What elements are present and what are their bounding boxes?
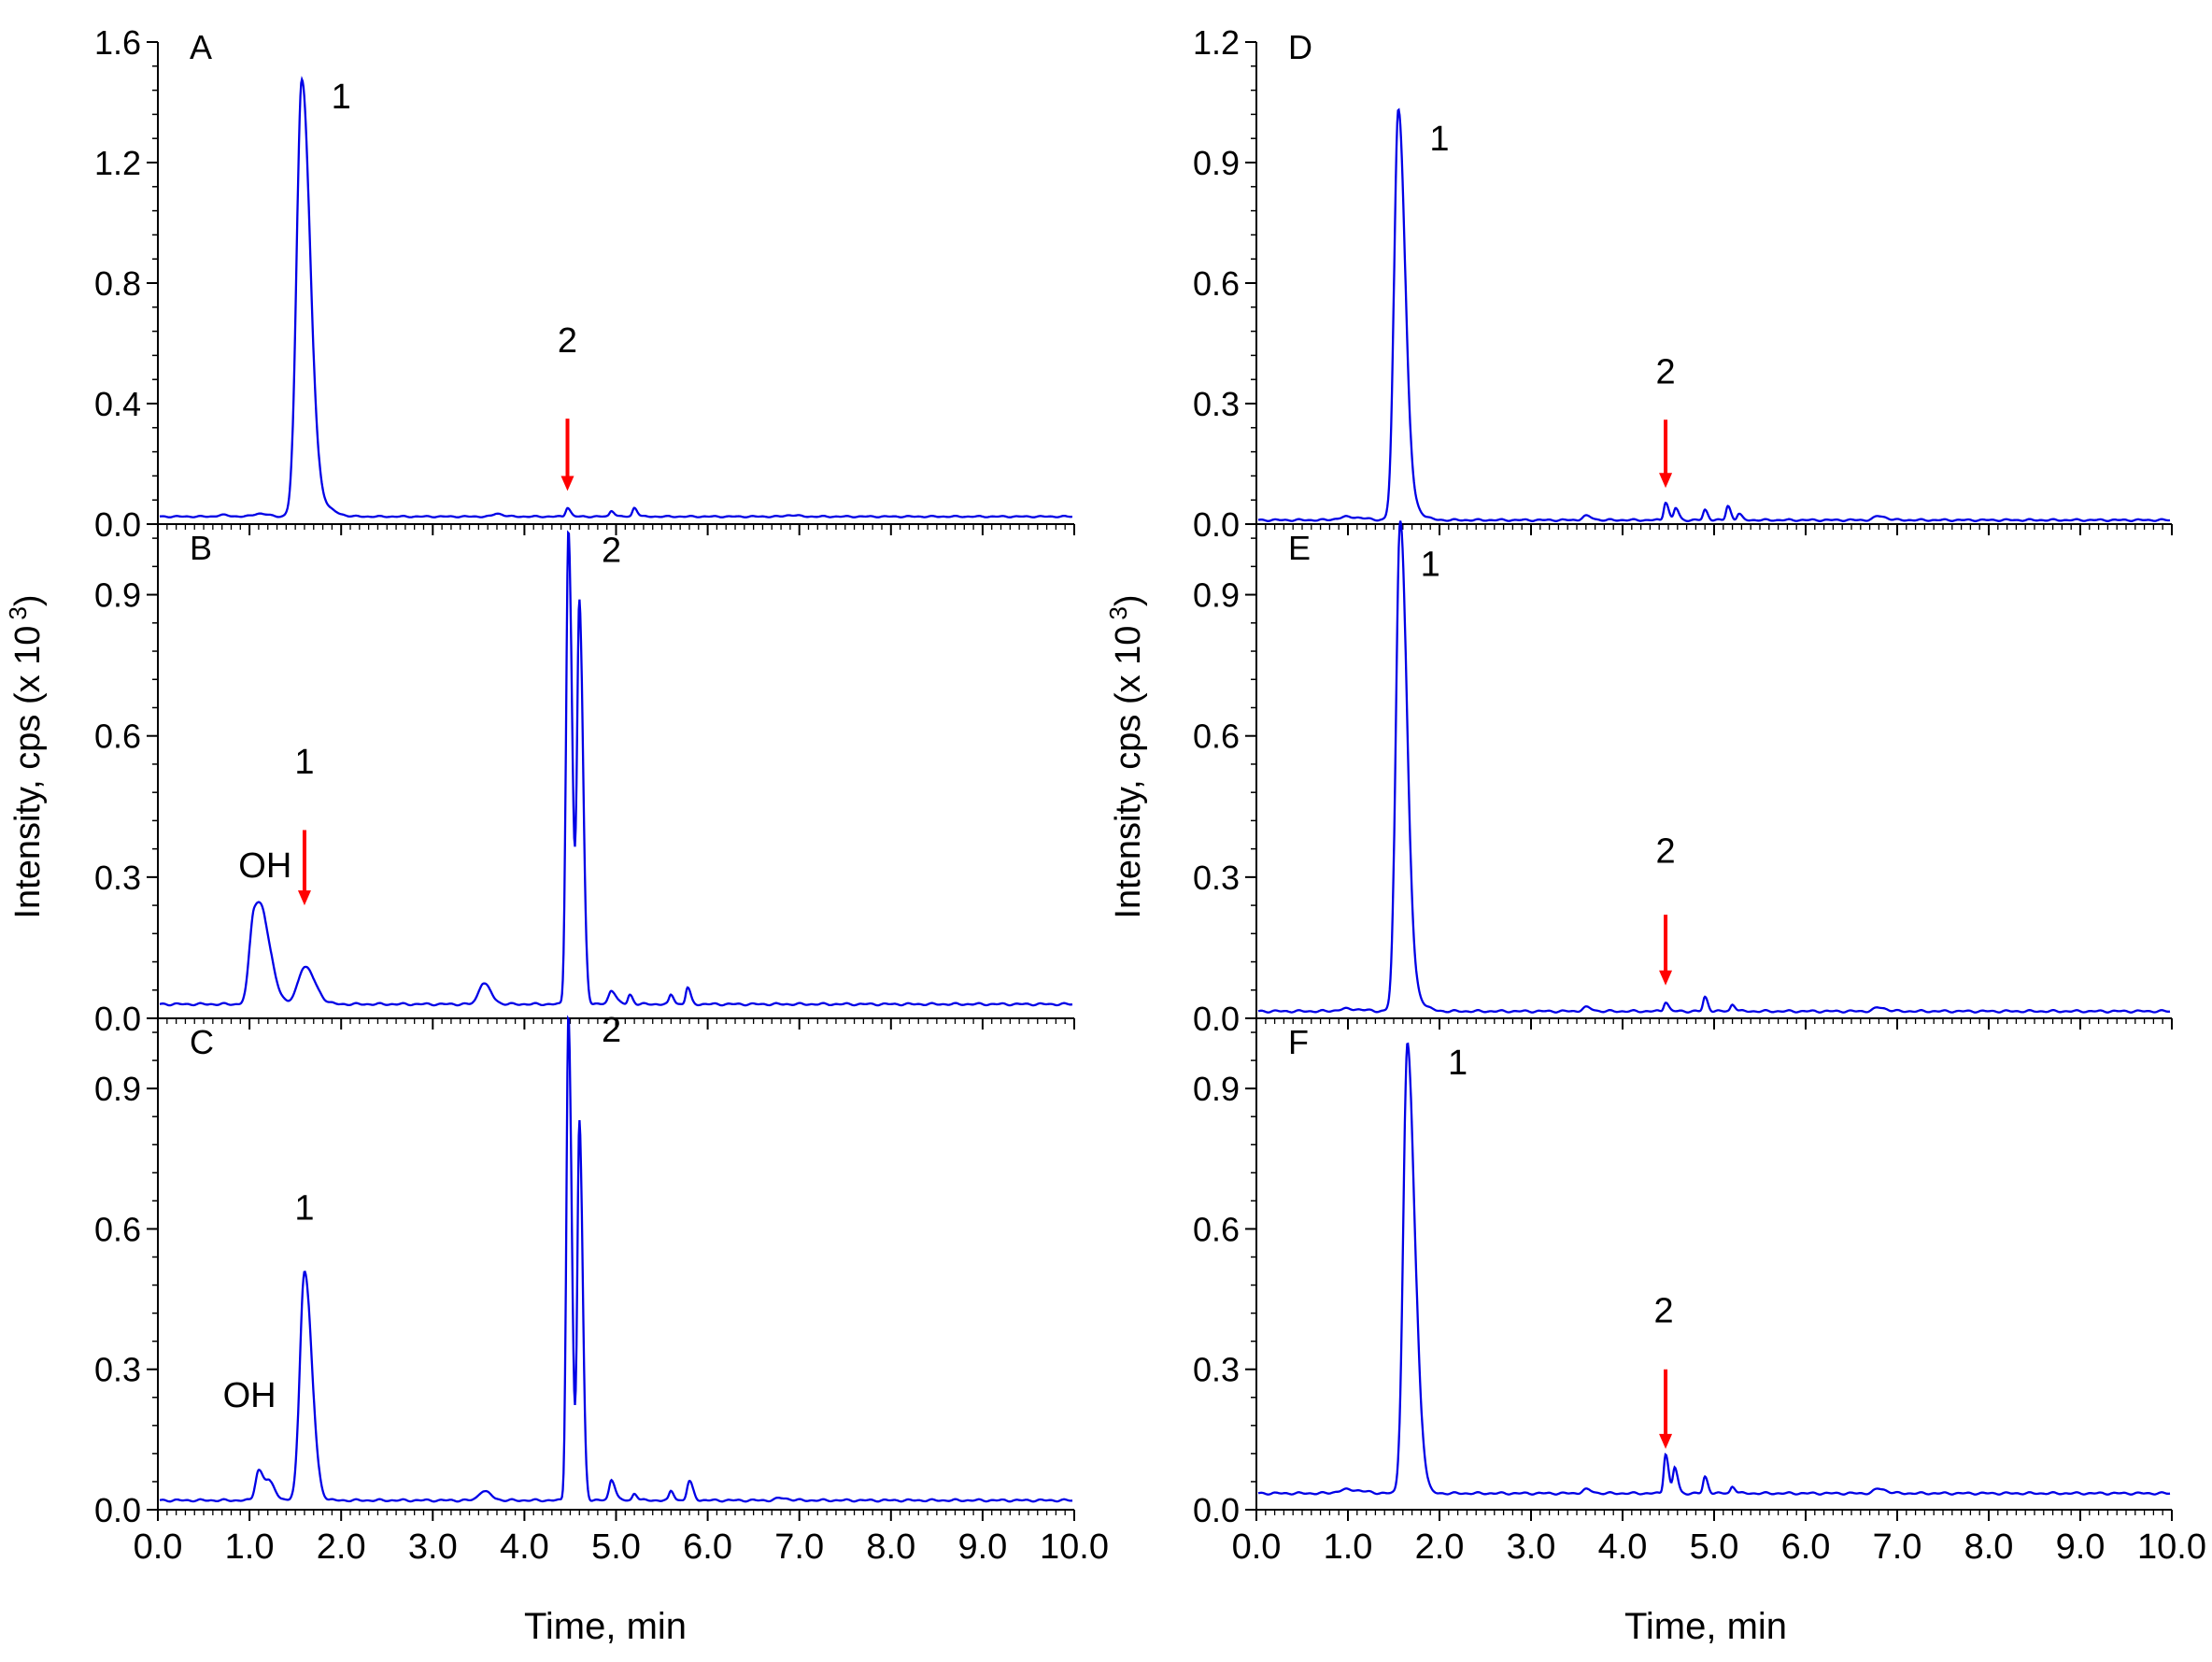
x-tick-label: 8.0	[866, 1527, 915, 1567]
x-tick-label: 4.0	[1598, 1527, 1648, 1567]
trace-line	[159, 76, 1072, 518]
y-tick-label: 0.0	[94, 505, 141, 544]
x-tick-label: 9.0	[957, 1527, 1007, 1567]
panel-label: B	[190, 529, 212, 567]
peak-label: OH	[238, 846, 291, 886]
x-tick-label: 7.0	[1873, 1527, 1922, 1567]
y-tick-label: 0.3	[1193, 385, 1240, 423]
panel-a: 0.0 0.4 0.8 1.2 1.6 A 1 2	[94, 23, 1075, 544]
y-axis-title-left-base: Intensity, cps (x 10	[8, 626, 48, 919]
peak-label: 2	[1654, 1292, 1674, 1331]
y-tick-label: 0.6	[94, 1210, 141, 1248]
arrow-head	[1659, 473, 1673, 489]
y-tick-label: 0.8	[94, 264, 141, 303]
trace-line	[1257, 520, 2171, 1014]
y-tick-label: 0.6	[1193, 717, 1240, 756]
x-tick-label: 6.0	[1781, 1527, 1831, 1567]
x-tick-label: 1.0	[1324, 1527, 1373, 1567]
y-tick-label: 0.3	[1193, 859, 1240, 897]
y-axis-title-left-close: )	[8, 594, 48, 606]
y-tick-label: 0.6	[94, 717, 141, 756]
y-tick-label: 0.3	[94, 859, 141, 897]
y-axis-title-right: Intensity, cps (x 10 3)	[1104, 594, 1148, 918]
x-tick-label: 5.0	[591, 1527, 641, 1567]
x-tick-label: 1.0	[225, 1527, 275, 1567]
panel-label: F	[1288, 1023, 1309, 1061]
y-tick-label: 1.6	[94, 23, 141, 62]
peak-label: 1	[1429, 120, 1449, 159]
x-tick-label: 9.0	[2056, 1527, 2106, 1567]
peak-label: 2	[602, 531, 621, 570]
arrow-head	[560, 476, 574, 491]
arrow-head	[1659, 1433, 1673, 1449]
x-tick-label: 5.0	[1690, 1527, 1739, 1567]
y-tick-label: 0.0	[94, 1000, 141, 1038]
x-tick-label: 7.0	[774, 1527, 824, 1567]
y-tick-label: 0.9	[94, 576, 141, 615]
x-tick-label: 0.0	[134, 1527, 183, 1567]
panel-d: 0.0 0.3 0.6 0.9 1.2 D 1 2	[1193, 23, 2173, 544]
y-tick-label: 0.3	[94, 1351, 141, 1389]
y-tick-label: 0.9	[1193, 576, 1240, 615]
peak-label: 2	[1655, 832, 1675, 872]
peak-label: 2	[602, 1011, 621, 1050]
panel-label: C	[190, 1023, 214, 1061]
panel-label: D	[1288, 28, 1312, 66]
x-tick-label: 6.0	[683, 1527, 732, 1567]
panel-e: 0.0 0.3 0.6 0.9 E 1 2	[1193, 520, 2173, 1038]
peak-label: 2	[558, 321, 577, 361]
y-tick-label: 0.3	[1193, 1351, 1240, 1389]
x-tick-label: 4.0	[500, 1527, 549, 1567]
trace-line	[159, 1015, 1073, 1503]
y-axis-title-left-exp: 3	[4, 606, 32, 619]
y-axis-title-right-close: )	[1109, 594, 1148, 606]
y-tick-label: 0.0	[1193, 1491, 1240, 1529]
x-tick-label: 0.0	[1232, 1527, 1282, 1567]
arrow-head	[297, 890, 311, 906]
peak-label: 1	[294, 1188, 314, 1228]
y-tick-label: 0.9	[1193, 144, 1240, 182]
y-axis-title-right-exp: 3	[1104, 606, 1132, 619]
x-axis-title-right: Time, min	[1624, 1606, 1787, 1647]
peak-label: OH	[223, 1376, 276, 1415]
x-tick-label: 3.0	[408, 1527, 458, 1567]
y-tick-label: 0.9	[1193, 1070, 1240, 1108]
x-tick-label: 10.0	[1040, 1527, 1109, 1567]
y-tick-label: 0.9	[94, 1070, 141, 1108]
trace-line	[1257, 1042, 2171, 1496]
y-tick-label: 1.2	[1193, 23, 1240, 62]
trace-line	[159, 530, 1073, 1007]
peak-label: 2	[1655, 353, 1675, 392]
trace-line	[1257, 107, 2171, 522]
x-tick-label: 2.0	[317, 1527, 366, 1567]
peak-label: 1	[332, 78, 351, 117]
x-tick-label: 2.0	[1415, 1527, 1465, 1567]
panel-f: 0.0 0.3 0.6 0.9 0.0 1.0 2.0 3.0 4.0 5.0 6.0 7.0 8.0 9…	[1193, 1018, 2206, 1567]
panel-b: 0.0 0.3 0.6 0.9 B 2 1 OH	[94, 524, 1075, 1038]
x-tick-label: 8.0	[1964, 1527, 2014, 1567]
y-tick-label: 0.0	[94, 1491, 141, 1529]
panel-label: E	[1288, 529, 1311, 567]
panel-label: A	[190, 28, 212, 66]
y-tick-label: 0.6	[1193, 1210, 1240, 1248]
x-tick-label: 3.0	[1507, 1527, 1556, 1567]
y-axis-title-right-base: Intensity, cps (x 10	[1109, 626, 1148, 919]
x-axis-title-left: Time, min	[524, 1606, 687, 1647]
y-axis-title-left: Intensity, cps (x 10 3)	[4, 594, 48, 918]
y-tick-label: 0.4	[94, 385, 141, 423]
y-tick-label: 0.0	[1193, 1000, 1240, 1038]
arrow-head	[1659, 970, 1673, 986]
y-tick-label: 1.2	[94, 144, 141, 182]
y-tick-label: 0.6	[1193, 264, 1240, 303]
peak-label: 1	[294, 743, 314, 782]
y-tick-label: 0.0	[1193, 505, 1240, 544]
peak-label: 1	[1421, 545, 1440, 584]
peak-label: 1	[1448, 1044, 1468, 1083]
x-tick-label: 10.0	[2137, 1527, 2206, 1567]
panel-c: 0.0 0.3 0.6 0.9 0.0 1.0 2.0 3.0 4.0 5.0 6.0 7.0 8.0 9…	[94, 1011, 1109, 1567]
